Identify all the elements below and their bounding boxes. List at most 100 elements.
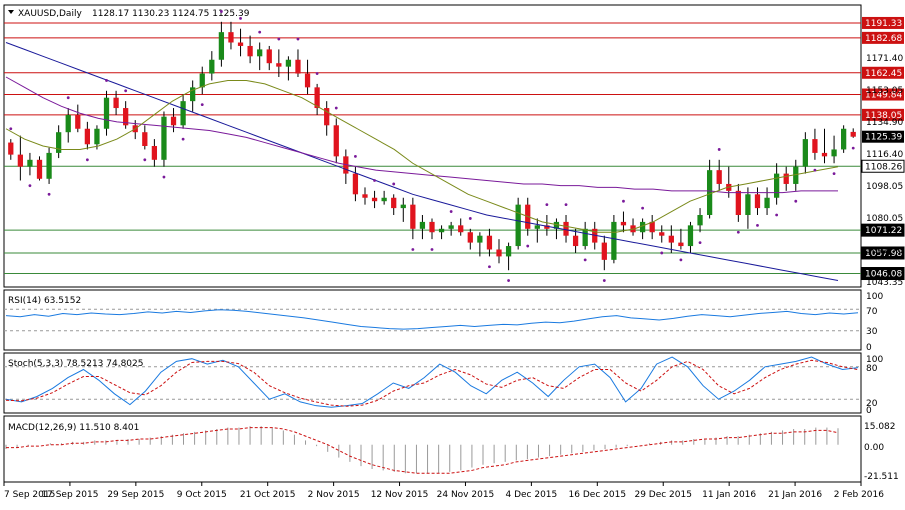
candle-body-55 [534, 225, 540, 229]
x-tick-1: 17 Sep 2015 [41, 490, 98, 500]
sar-dot-84 [813, 168, 817, 172]
x-tick-3: 9 Oct 2015 [177, 490, 227, 500]
ma50-line [5, 79, 839, 233]
candle-body-85 [821, 152, 828, 157]
price-tick-6: 1061.70 [866, 246, 903, 256]
sar-dot-86 [832, 172, 836, 176]
chart-menu-icon[interactable] [8, 10, 14, 14]
x-tick-11: 11 Jan 2016 [702, 490, 756, 500]
support-label-bg-3 [861, 267, 905, 281]
candle-body-56 [544, 225, 550, 229]
sar-dot-6 [66, 96, 70, 100]
x-tick-9: 16 Dec 2015 [569, 490, 627, 500]
candle-body-63 [611, 221, 617, 260]
x-tick-6: 12 Nov 2015 [371, 490, 429, 500]
stoch-tick-2: 20 [866, 399, 878, 409]
candle-body-82 [793, 166, 799, 184]
candle-body-60 [582, 228, 588, 247]
rsi-title: RSI(14) 63.5152 [8, 296, 81, 306]
candle-body-45 [438, 228, 445, 233]
sar-dot-12 [124, 89, 128, 93]
sar-dot-70 [679, 258, 683, 262]
candle-body-20 [199, 73, 205, 88]
candle-body-38 [371, 197, 378, 202]
candle-body-37 [362, 194, 368, 198]
sar-dot-60 [583, 258, 587, 262]
sar-dot-64 [622, 199, 625, 203]
candle-body-31 [304, 73, 311, 88]
candle-body-5 [56, 132, 62, 153]
candle-body-57 [553, 221, 560, 229]
candle-body-76 [735, 190, 741, 215]
candle-body-87 [841, 128, 847, 150]
sar-dot-4 [47, 192, 51, 196]
candle-body-79 [764, 197, 770, 209]
candle-body-61 [592, 228, 598, 243]
stochastic-series [4, 356, 861, 408]
candle-body-4 [46, 152, 52, 179]
current-price-label: 1125.39 [865, 133, 902, 143]
candle-body-84 [812, 139, 818, 153]
candle-body-21 [209, 59, 215, 74]
sar-dot-56 [545, 203, 549, 207]
candle-body-49 [477, 235, 483, 243]
ma100-line [5, 76, 838, 194]
candle-body-78 [754, 194, 761, 209]
candle-body-8 [84, 128, 91, 145]
rsi-panel [3, 289, 862, 351]
axis-labels: 1191.33 1182.68 1162.45 1149.84 1138.05 1108.… [3, 16, 905, 500]
sar-dot-40 [392, 182, 396, 186]
support-label-2: 1057.98 [865, 249, 902, 259]
candle-body-10 [103, 97, 110, 129]
candle-body-11 [113, 97, 119, 109]
candle-body-50 [486, 235, 493, 250]
candle-body-16 [161, 116, 167, 160]
candle-body-88 [850, 131, 856, 137]
sar-dot-16 [162, 175, 166, 179]
rsi-series [4, 308, 861, 332]
candle-body-46 [448, 225, 454, 229]
candle-body-25 [247, 45, 253, 57]
candle-body-70 [678, 242, 684, 247]
resistance-label-1: 1182.68 [865, 34, 902, 44]
support-label-bg-0 [861, 159, 905, 173]
sar-dot-18 [181, 137, 185, 141]
stoch-main-line [5, 356, 859, 408]
candle-body-86 [831, 149, 837, 157]
candle-body-51 [496, 249, 502, 257]
price-tick-2: 1134.90 [866, 118, 903, 128]
x-tick-5: 2 Nov 2015 [308, 490, 360, 500]
candle-body-23 [228, 32, 234, 43]
candle-body-83 [802, 139, 808, 167]
x-tick-2: 29 Sep 2015 [107, 490, 164, 500]
candle-body-9 [94, 128, 100, 145]
candle-body-28 [276, 63, 282, 67]
candle-body-2 [27, 159, 33, 167]
sar-dot-36 [354, 154, 357, 158]
macd-signal-line [6, 427, 839, 474]
x-tick-13: 2 Feb 2016 [834, 490, 885, 500]
support-label-0: 1108.26 [865, 162, 902, 172]
sar-dot-82 [794, 199, 798, 203]
candle-body-32 [314, 87, 320, 109]
candle-body-42 [410, 204, 416, 229]
candle-body-53 [515, 204, 521, 247]
sar-dot-2 [28, 184, 32, 188]
sar-dot-44 [430, 248, 434, 251]
x-tick-4: 21 Oct 2015 [240, 490, 296, 500]
sar-dot-22 [219, 10, 223, 13]
candle-body-77 [745, 194, 751, 215]
sar-dot-14 [143, 158, 147, 162]
candle-body-36 [352, 173, 359, 195]
candle-body-81 [783, 173, 789, 184]
resistance-label-bg-0 [862, 16, 904, 29]
candle-body-39 [381, 197, 387, 202]
sar-dot-58 [564, 203, 568, 207]
sar-dot-66 [641, 206, 645, 210]
candle-body-0 [8, 142, 14, 155]
stoch-tick-1: 80 [866, 364, 878, 374]
chart-symbol: XAUUSD,Daily [18, 9, 82, 19]
resistance-label-bg-4 [862, 108, 904, 121]
